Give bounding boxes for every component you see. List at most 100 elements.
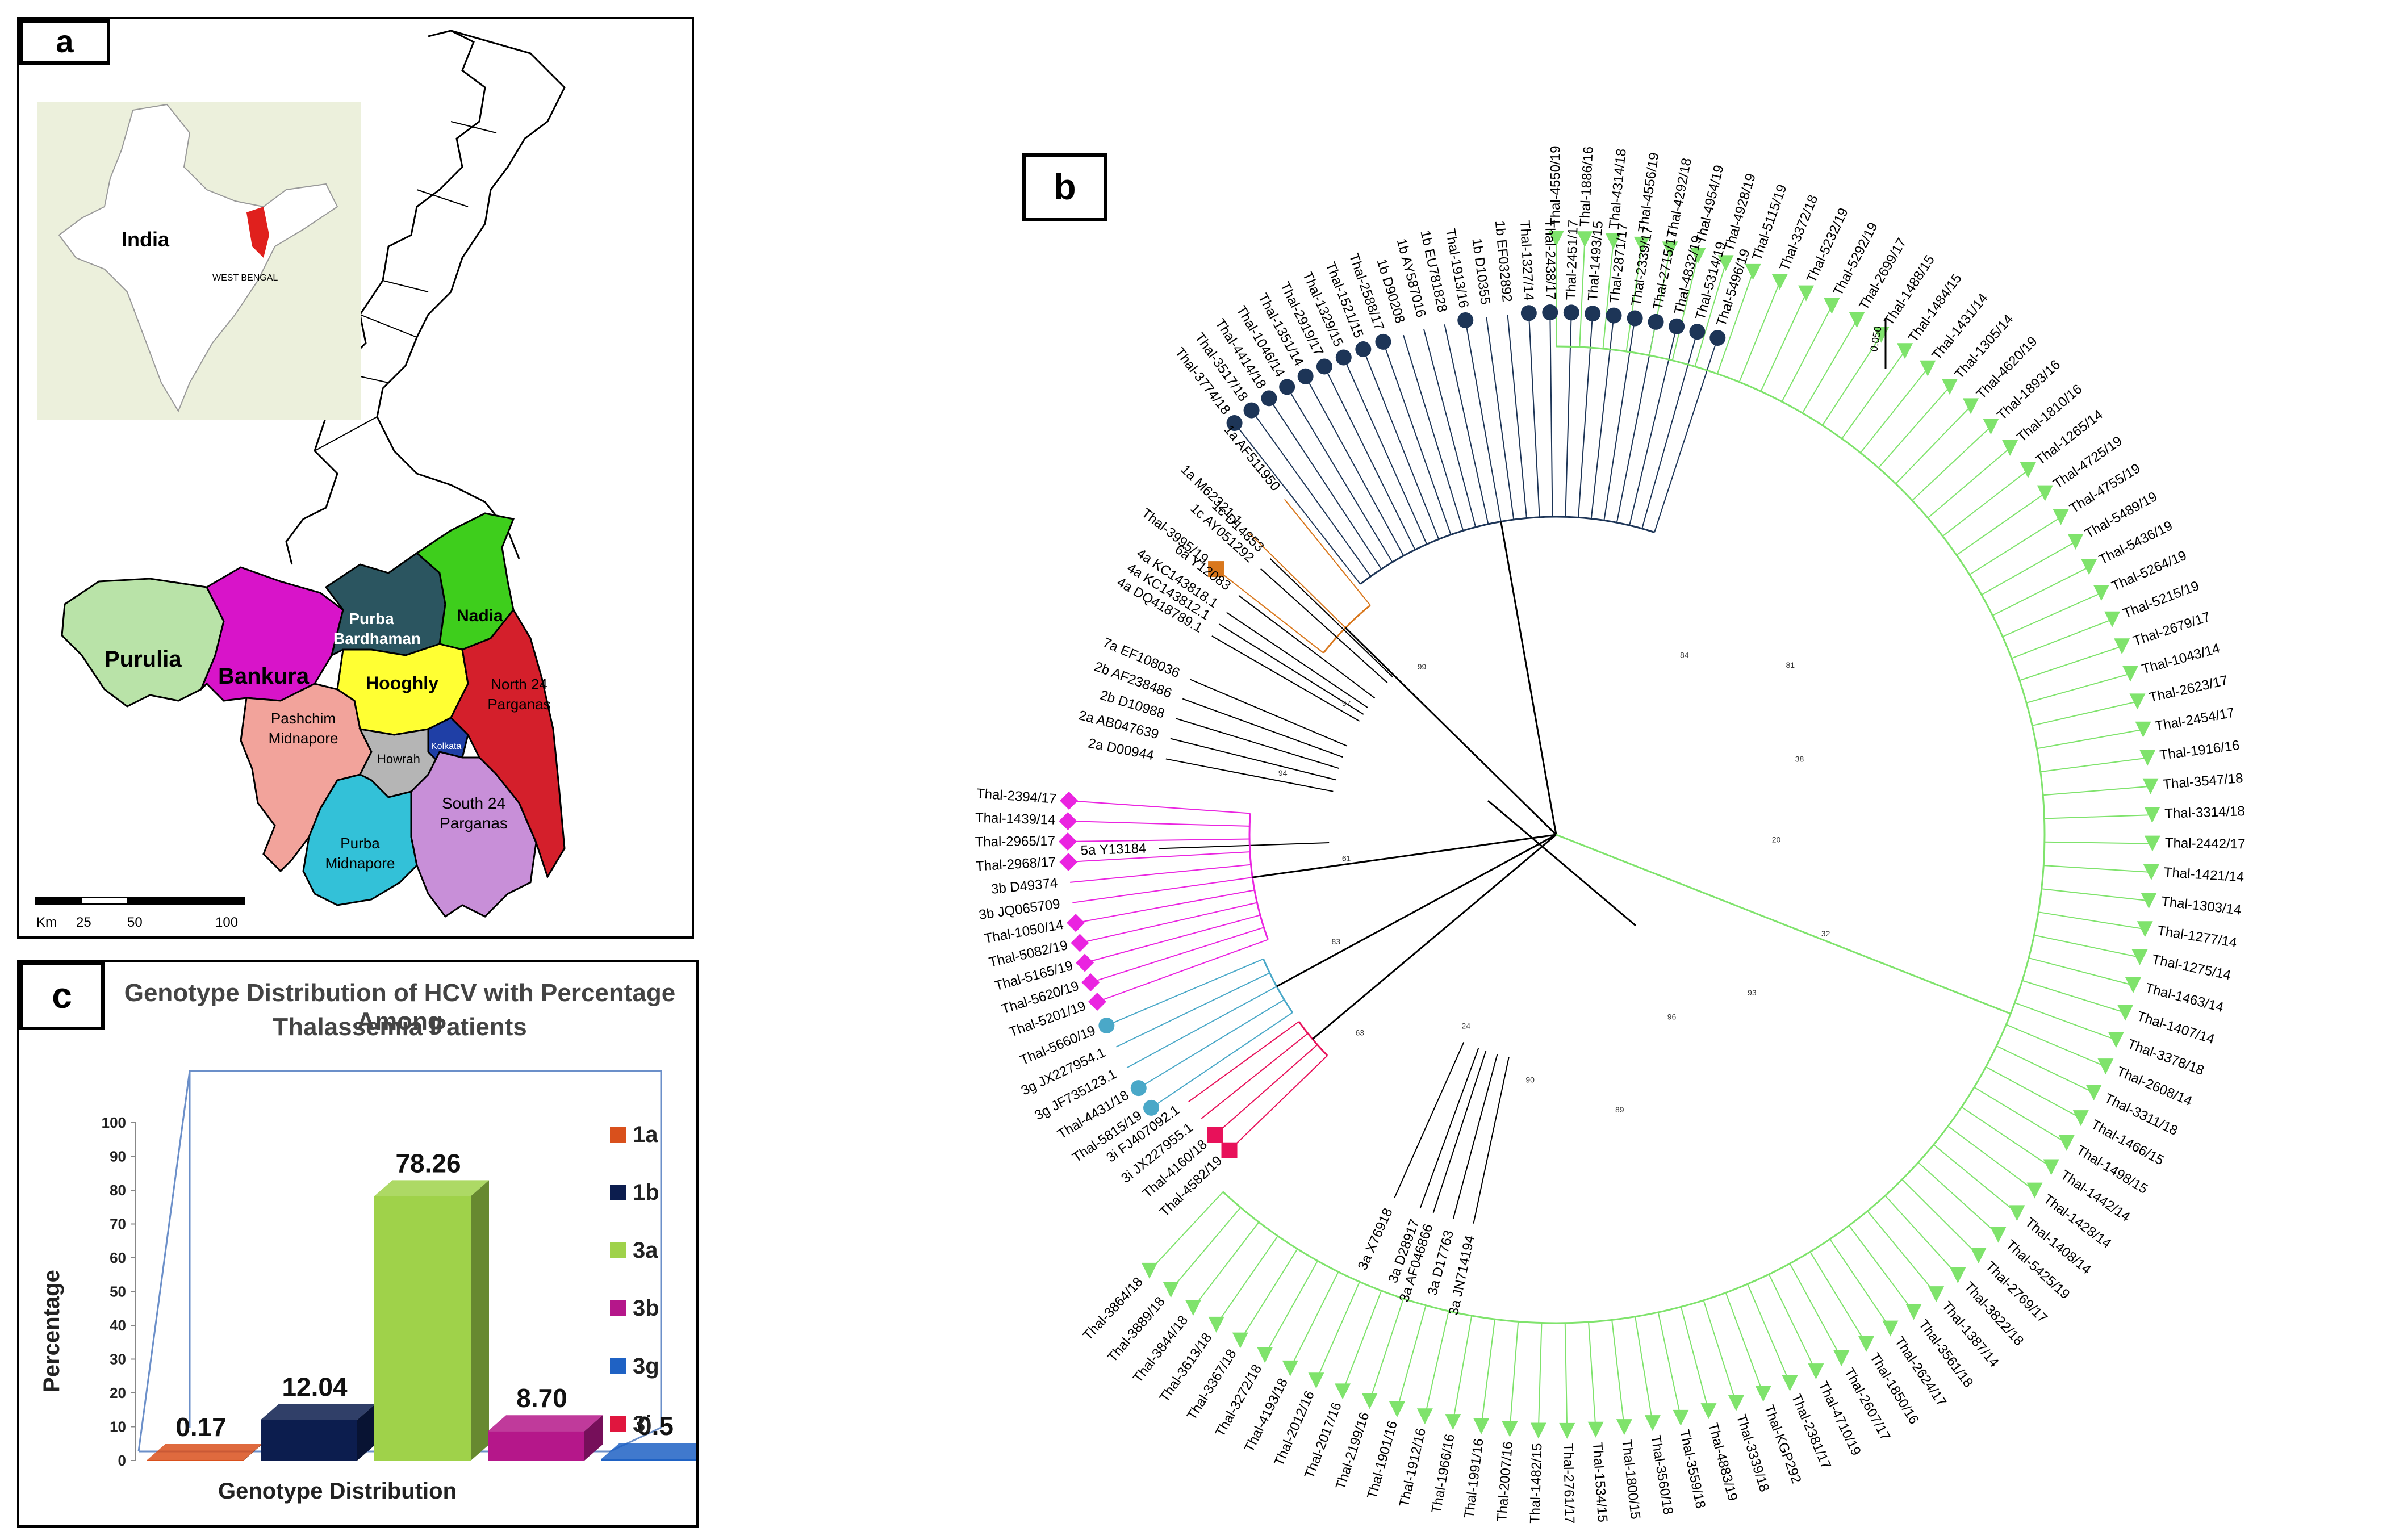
tip-marker-3a xyxy=(1833,1350,1850,1367)
bar-side-3a xyxy=(471,1180,489,1461)
branch-3a xyxy=(1986,1066,2081,1119)
branch-3a xyxy=(1657,1312,1682,1418)
tip-marker-1b xyxy=(1243,402,1260,419)
branch-3i xyxy=(1214,1044,1318,1136)
tip-marker-3a xyxy=(1473,1418,1490,1434)
tip-marker-1b xyxy=(1627,310,1643,327)
tip-marker-3a xyxy=(1824,298,1840,314)
scale-bar-black xyxy=(35,897,245,905)
branch-3i xyxy=(1228,1055,1328,1151)
branch-3b xyxy=(1069,800,1251,814)
branch-3a xyxy=(1760,293,1807,392)
tip-marker-3a xyxy=(1587,1421,1604,1438)
branch-3g xyxy=(1126,986,1277,1069)
tip-marker-3a xyxy=(2137,921,2153,938)
branch-3a xyxy=(1768,1274,1817,1372)
branch-3a xyxy=(1961,1106,2052,1168)
tip-label: Thal-1043/14 xyxy=(2140,641,2221,677)
tip-label: Thal-2339/17 xyxy=(1628,225,1656,307)
branch-3a xyxy=(1315,1281,1360,1381)
tip-marker-3i xyxy=(1221,1142,1238,1158)
y-tick-label: 60 xyxy=(110,1249,126,1266)
inset-state-label: WEST BENGAL xyxy=(212,273,278,283)
tip-marker-3a xyxy=(1644,1415,1661,1432)
tip-marker-3a xyxy=(1858,1336,1875,1352)
branch-3a xyxy=(1947,1125,2035,1191)
tip-marker-3g xyxy=(1143,1099,1160,1116)
tip-label: 3b JQ065709 xyxy=(978,896,1061,923)
branch-3a xyxy=(1996,1045,2095,1094)
bootstrap-value: 83 xyxy=(1332,937,1341,946)
bar-top-3g xyxy=(601,1443,696,1459)
tip-marker-3a xyxy=(2037,485,2053,501)
tip-marker-1b xyxy=(1297,368,1314,384)
india-outline xyxy=(58,103,338,413)
branch-3a xyxy=(1424,1311,1449,1417)
branch-3a xyxy=(2019,646,2122,681)
bar-1a xyxy=(147,1459,244,1461)
panel-b: Thal-3774/18 Thal-3517/18 Thal-4414/18 Thal… xyxy=(875,102,2395,1539)
bootstrap-value: 90 xyxy=(1525,1076,1535,1085)
branch-3a xyxy=(1703,1300,1737,1404)
tip-marker-3a xyxy=(2117,1005,2134,1021)
branch-1b xyxy=(1654,337,1719,533)
tip-label: Thal-2968/17 xyxy=(975,855,1056,874)
tip-label: Thal-4314/18 xyxy=(1606,148,1629,229)
branch-3g xyxy=(1115,972,1270,1048)
tip-marker-3a xyxy=(1185,1300,1201,1316)
tip-label: Thal-2965/17 xyxy=(975,834,1055,850)
clade-arc-1b xyxy=(1360,516,1655,585)
tip-label: Thal-4556/19 xyxy=(1635,152,1662,233)
branch-1b xyxy=(1423,329,1477,528)
tip-label: Thal-4550/19 xyxy=(1548,146,1563,226)
tip-marker-3a xyxy=(2129,693,2146,710)
tip-marker-3a xyxy=(2122,666,2138,682)
bar-value-label-3a: 78.26 xyxy=(395,1148,461,1178)
bootstrap-value: 81 xyxy=(1786,660,1795,669)
branch-3a xyxy=(1781,306,1833,402)
bootstrap-value: 61 xyxy=(1342,853,1351,863)
branch-3a xyxy=(2041,888,2149,902)
west-bengal-highlight xyxy=(246,207,269,258)
y-tick-label: 90 xyxy=(110,1148,126,1165)
tip-marker-3a xyxy=(2093,585,2109,601)
district-label-pashchim-2: Midnapore xyxy=(269,730,338,747)
branch-3a xyxy=(2038,911,2145,930)
bootstrap-value: 96 xyxy=(1667,1012,1677,1022)
panel-a-label: a xyxy=(19,19,110,65)
district-label-north-24-2: Parganas xyxy=(487,696,550,713)
bootstrap-value: 99 xyxy=(1418,662,1427,671)
y-tick-label: 10 xyxy=(110,1418,126,1436)
branch-3a xyxy=(1509,1321,1519,1429)
tip-label: Thal-1275/14 xyxy=(2151,952,2233,984)
branch-3a xyxy=(1149,1191,1224,1271)
branch-3a xyxy=(2032,701,2138,726)
tip-label: Thal-1439/14 xyxy=(975,810,1056,828)
tip-marker-3a xyxy=(1941,379,1958,395)
tree-scale-label: 0.050 xyxy=(1868,325,1884,353)
branch-3b xyxy=(1068,838,1250,843)
legend-label-1b: 1b xyxy=(633,1180,659,1205)
chart-frame-back xyxy=(137,1070,662,1452)
branch-3a xyxy=(1588,1322,1596,1430)
branch-1b xyxy=(1486,317,1515,520)
branch-3a xyxy=(1901,1179,1979,1256)
tip-marker-3a xyxy=(2108,1032,2124,1048)
branch-ref xyxy=(1159,842,1330,849)
tip-marker-1b xyxy=(1520,305,1537,321)
branch-3g xyxy=(1106,958,1264,1026)
tip-label: Thal-3547/18 xyxy=(2162,771,2243,792)
panel-b-label: b xyxy=(1022,153,1107,221)
branch-1b xyxy=(1578,313,1594,518)
tip-marker-3a xyxy=(2141,893,2157,909)
tip-marker-3b xyxy=(1059,811,1077,830)
tip-marker-1b xyxy=(1316,358,1332,375)
branch-3a xyxy=(1912,426,1992,501)
tip-marker-3a xyxy=(1728,1395,1744,1412)
tip-marker-1a xyxy=(1208,561,1224,578)
tip-marker-3a xyxy=(1308,1372,1324,1389)
tip-marker-3a xyxy=(1605,233,1621,249)
branch-3a xyxy=(1481,1319,1496,1426)
tip-marker-3a xyxy=(1530,1422,1546,1439)
